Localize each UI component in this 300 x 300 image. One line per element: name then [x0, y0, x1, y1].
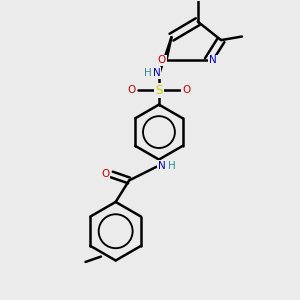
Text: N: N	[153, 68, 160, 78]
Text: N: N	[158, 160, 166, 170]
Text: H: H	[168, 160, 176, 170]
Text: O: O	[101, 169, 109, 179]
Text: O: O	[128, 85, 136, 95]
Text: S: S	[155, 84, 163, 97]
Text: O: O	[182, 85, 190, 95]
Text: O: O	[158, 56, 166, 65]
Text: N: N	[209, 56, 217, 65]
Text: H: H	[144, 68, 152, 78]
